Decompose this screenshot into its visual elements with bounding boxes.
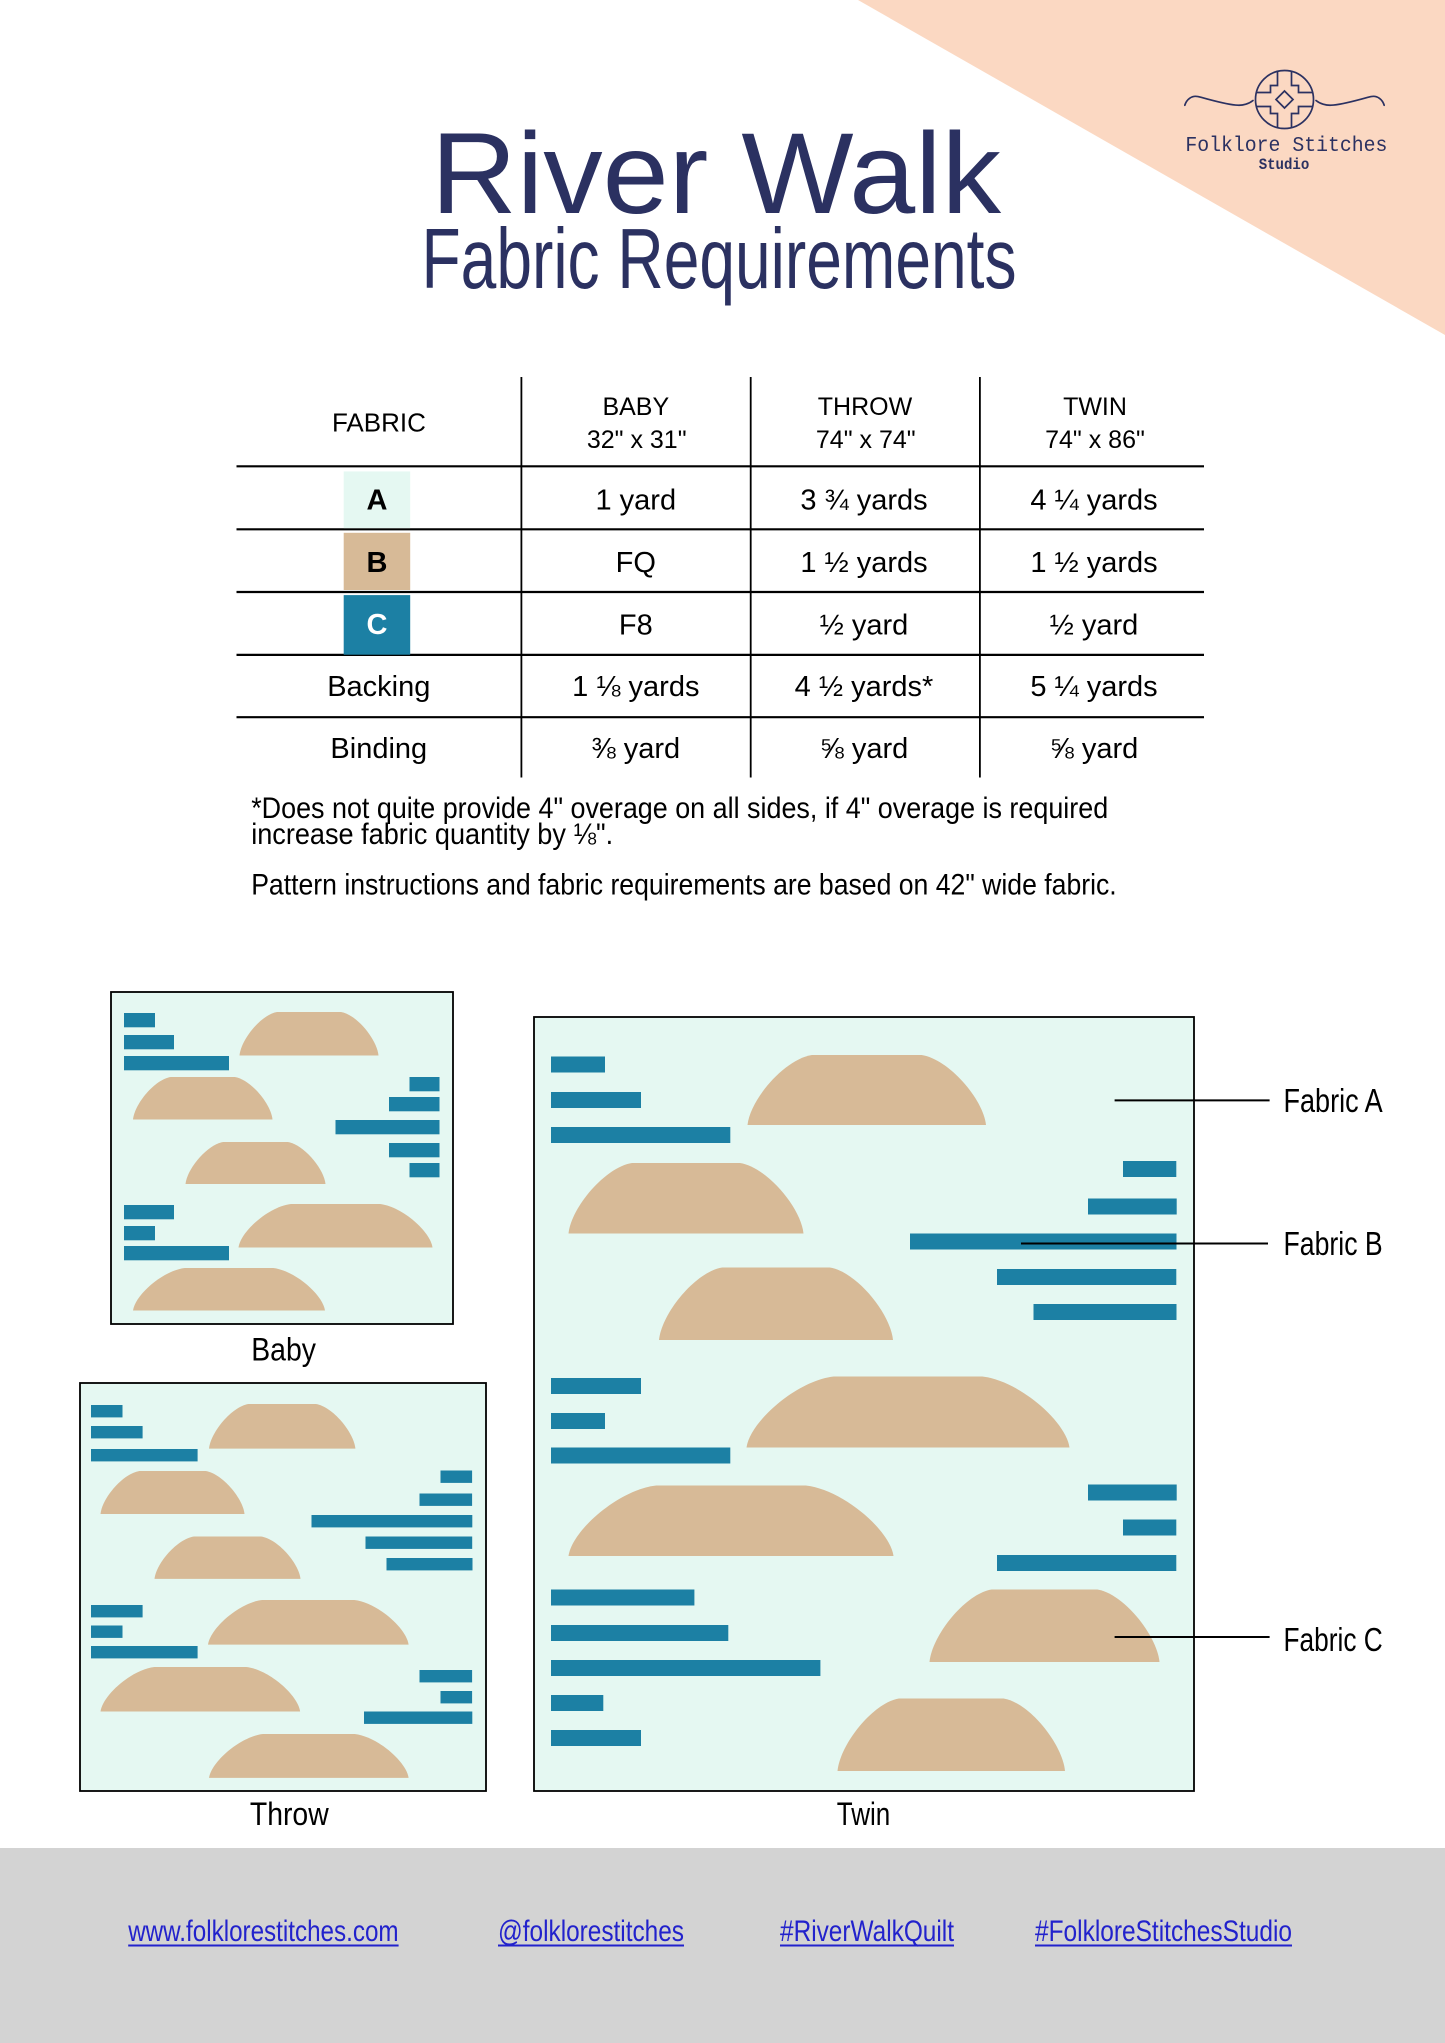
svg-text:Folklore Stitches: Folklore Stitches xyxy=(1185,135,1387,158)
svg-text:4 ¼ yards: 4 ¼ yards xyxy=(1030,485,1157,517)
svg-text:Fabric Requirements: Fabric Requirements xyxy=(422,212,1017,307)
svg-text:FQ: FQ xyxy=(616,547,656,579)
svg-text:32" x 31": 32" x 31" xyxy=(587,426,687,454)
svg-text:@folklorestitches: @folklorestitches xyxy=(498,1915,684,1948)
svg-text:#RiverWalkQuilt: #RiverWalkQuilt xyxy=(780,1915,955,1948)
svg-text:Throw: Throw xyxy=(250,1796,330,1832)
svg-text:B: B xyxy=(367,547,388,579)
svg-text:3 ¾ yards: 3 ¾ yards xyxy=(800,485,927,517)
svg-text:1 ½ yards: 1 ½ yards xyxy=(1030,547,1157,579)
svg-text:5 ¼ yards: 5 ¼ yards xyxy=(1030,671,1157,703)
svg-text:Baby: Baby xyxy=(251,1332,316,1368)
svg-text:#FolkloreStitchesStudio: #FolkloreStitchesStudio xyxy=(1035,1915,1292,1948)
svg-text:FABRIC: FABRIC xyxy=(332,408,426,438)
svg-text:½ yard: ½ yard xyxy=(1050,610,1139,642)
svg-text:Pattern instructions and fabri: Pattern instructions and fabric requirem… xyxy=(251,869,1116,902)
svg-text:1 ½ yards: 1 ½ yards xyxy=(800,547,927,579)
svg-text:74" x 86": 74" x 86" xyxy=(1045,426,1145,454)
svg-text:74" x 74": 74" x 74" xyxy=(816,426,916,454)
svg-text:Binding: Binding xyxy=(330,733,427,765)
svg-text:Studio: Studio xyxy=(1259,156,1310,174)
svg-text:4 ½ yards*: 4 ½ yards* xyxy=(795,671,934,703)
svg-text:Fabric C: Fabric C xyxy=(1284,1621,1383,1658)
svg-text:BABY: BABY xyxy=(602,393,669,421)
svg-text:⅝ yard: ⅝ yard xyxy=(820,733,909,765)
svg-text:River Walk: River Walk xyxy=(431,110,1002,238)
svg-text:TWIN: TWIN xyxy=(1063,393,1127,421)
svg-text:½ yard: ½ yard xyxy=(820,610,909,642)
svg-text:F8: F8 xyxy=(619,610,653,642)
svg-text:www.folklorestitches.com: www.folklorestitches.com xyxy=(127,1915,398,1948)
svg-text:THROW: THROW xyxy=(818,393,913,421)
svg-text:A: A xyxy=(367,485,388,517)
svg-text:1 ⅛ yards: 1 ⅛ yards xyxy=(572,671,699,703)
svg-text:1 yard: 1 yard xyxy=(595,485,676,517)
svg-text:⅝ yard: ⅝ yard xyxy=(1050,733,1139,765)
svg-text:Twin: Twin xyxy=(837,1796,891,1832)
svg-text:Fabric B: Fabric B xyxy=(1284,1225,1383,1262)
svg-text:increase fabric quantity by ⅛": increase fabric quantity by ⅛". xyxy=(251,818,613,851)
svg-text:C: C xyxy=(367,609,388,641)
svg-text:Backing: Backing xyxy=(327,671,430,703)
svg-text:⅜ yard: ⅜ yard xyxy=(591,733,680,765)
svg-text:*Does not quite provide 4" ove: *Does not quite provide 4" overage on al… xyxy=(251,792,1108,825)
svg-text:Fabric A: Fabric A xyxy=(1284,1082,1383,1119)
